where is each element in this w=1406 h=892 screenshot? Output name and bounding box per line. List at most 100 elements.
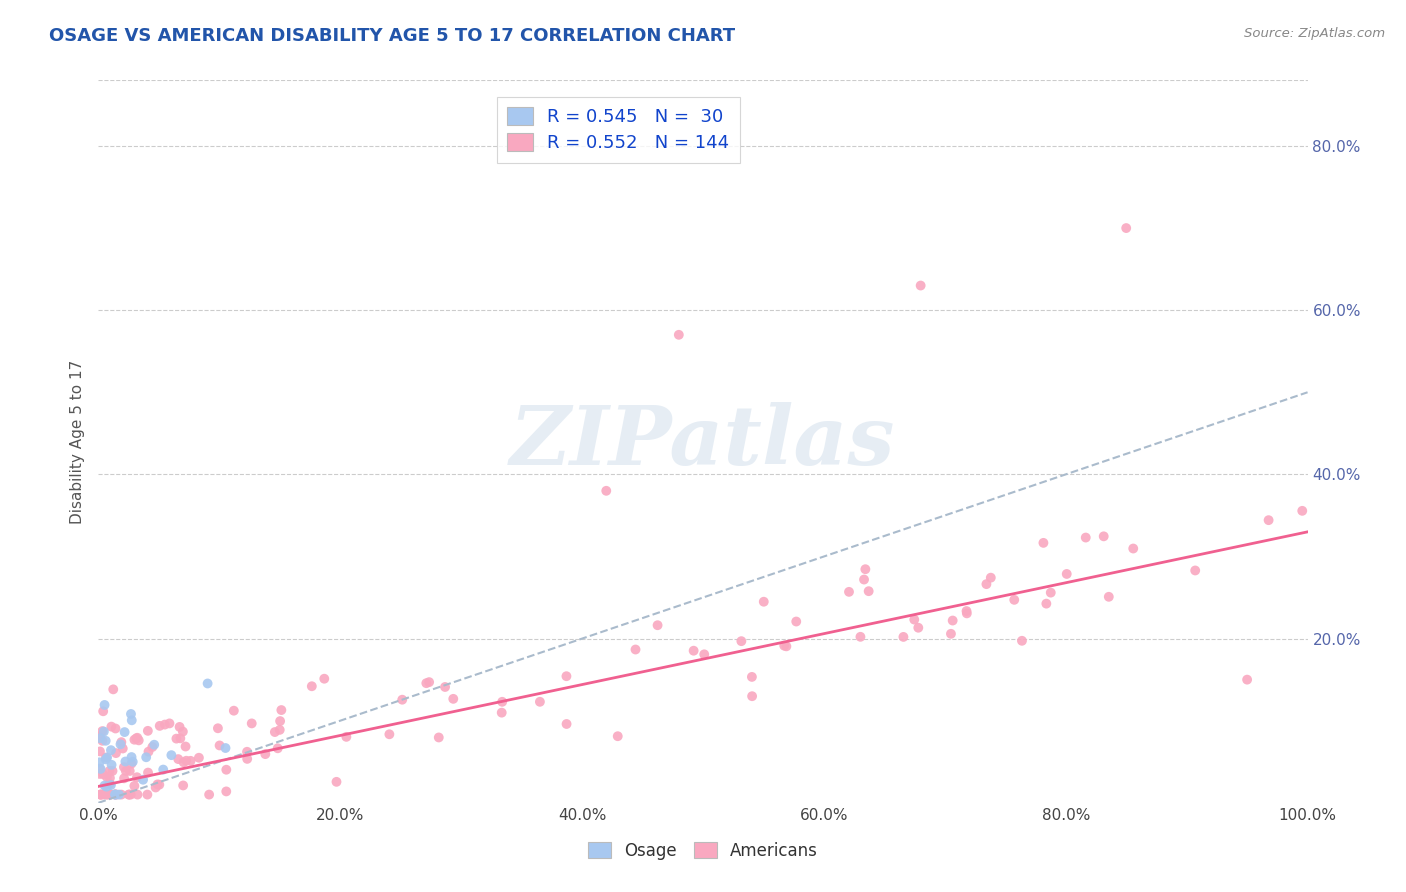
Point	[98, 788, 121, 802]
Point	[236, 752, 259, 766]
Point	[91, 704, 114, 718]
Point	[980, 571, 1002, 585]
Point	[773, 639, 796, 653]
Point	[1092, 529, 1115, 543]
Point	[785, 615, 807, 629]
Point	[752, 595, 775, 609]
Point	[136, 788, 159, 802]
Point	[89, 756, 111, 770]
Point	[939, 627, 962, 641]
Point	[169, 731, 191, 746]
Point	[118, 788, 141, 802]
Point	[135, 750, 157, 764]
Point	[104, 787, 127, 801]
Point	[98, 777, 121, 791]
Point	[93, 788, 115, 802]
Point	[391, 692, 413, 706]
Point	[115, 764, 138, 778]
Point	[741, 689, 763, 703]
Point	[91, 733, 114, 747]
Point	[176, 754, 198, 768]
Point	[118, 788, 141, 802]
Point	[314, 672, 336, 686]
Point	[121, 714, 143, 728]
Point	[100, 757, 122, 772]
Point	[111, 741, 134, 756]
Point	[127, 788, 149, 802]
Point	[1184, 564, 1206, 578]
Point	[214, 741, 236, 756]
Point	[838, 585, 860, 599]
Point	[956, 607, 979, 621]
Point	[1056, 566, 1078, 581]
Point	[903, 613, 925, 627]
Point	[98, 771, 121, 785]
Point	[1115, 221, 1137, 235]
Point	[269, 723, 291, 737]
Point	[112, 772, 135, 786]
Point	[125, 770, 148, 784]
Point	[159, 716, 181, 731]
Point	[267, 741, 290, 756]
Point	[173, 756, 195, 770]
Point	[90, 788, 112, 802]
Point	[136, 765, 159, 780]
Point	[907, 621, 929, 635]
Point	[415, 676, 437, 690]
Point	[187, 750, 209, 764]
Point	[955, 604, 977, 618]
Point	[240, 716, 263, 731]
Point	[136, 723, 159, 738]
Point	[301, 679, 323, 693]
Point	[94, 750, 117, 764]
Point	[1098, 590, 1121, 604]
Text: OSAGE VS AMERICAN DISABILITY AGE 5 TO 17 CORRELATION CHART: OSAGE VS AMERICAN DISABILITY AGE 5 TO 17…	[49, 27, 735, 45]
Point	[94, 752, 117, 766]
Point	[91, 767, 114, 781]
Point	[125, 731, 148, 746]
Point	[167, 752, 190, 766]
Point	[114, 755, 136, 769]
Point	[90, 788, 112, 802]
Point	[172, 724, 194, 739]
Y-axis label: Disability Age 5 to 17: Disability Age 5 to 17	[69, 359, 84, 524]
Point	[1035, 597, 1057, 611]
Point	[89, 744, 111, 758]
Point	[853, 573, 876, 587]
Point	[893, 630, 915, 644]
Point	[145, 780, 167, 795]
Point	[121, 755, 143, 769]
Point	[90, 762, 112, 776]
Point	[120, 756, 142, 771]
Point	[108, 788, 131, 802]
Point	[270, 703, 292, 717]
Point	[418, 675, 440, 690]
Point	[104, 788, 127, 802]
Point	[180, 754, 202, 768]
Point	[132, 772, 155, 787]
Point	[942, 614, 965, 628]
Point	[93, 779, 115, 793]
Point	[120, 788, 142, 802]
Point	[160, 748, 183, 763]
Point	[263, 725, 285, 739]
Point	[89, 788, 111, 802]
Point	[269, 714, 291, 728]
Point	[110, 735, 132, 749]
Point	[104, 788, 127, 802]
Point	[215, 763, 238, 777]
Point	[148, 778, 170, 792]
Point	[910, 278, 932, 293]
Point	[101, 764, 124, 778]
Point	[668, 327, 690, 342]
Point	[110, 737, 132, 751]
Point	[120, 706, 142, 721]
Point	[89, 731, 111, 746]
Point	[378, 727, 401, 741]
Point	[121, 750, 143, 764]
Point	[138, 745, 160, 759]
Legend: Osage, Americans: Osage, Americans	[581, 836, 825, 867]
Point	[853, 562, 876, 576]
Point	[1074, 531, 1097, 545]
Point	[104, 788, 127, 802]
